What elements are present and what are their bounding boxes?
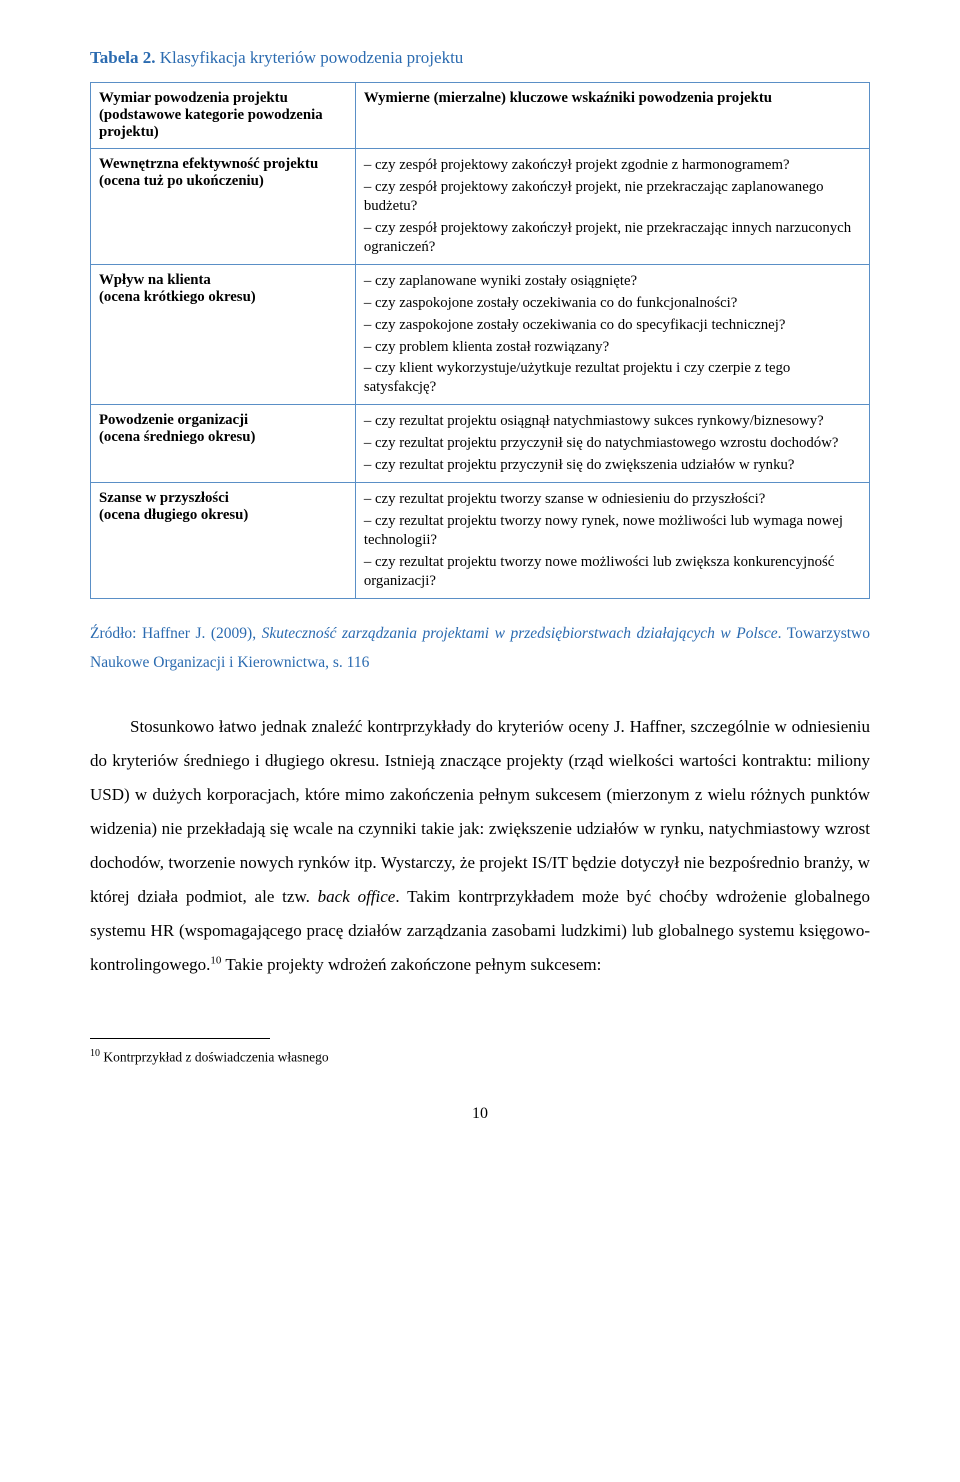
body-sup: 10 bbox=[210, 954, 221, 966]
table-caption-title: Klasyfikacja kryteriów powodzenia projek… bbox=[160, 48, 464, 67]
row-left-title: Wpływ na klienta bbox=[99, 272, 211, 288]
list-item: – czy rezultat projektu tworzy nowy ryne… bbox=[364, 512, 861, 550]
footnote-text: Kontrprzykład z doświadczenia własnego bbox=[100, 1049, 329, 1064]
table-caption-label: Tabela 2. bbox=[90, 48, 156, 67]
row-left-sub: (ocena długiego okresu) bbox=[99, 507, 248, 523]
list-item: – czy zaplanowane wyniki zostały osiągni… bbox=[364, 272, 861, 291]
body-text-a: Stosunkowo łatwo jednak znaleźć kontrprz… bbox=[90, 717, 870, 906]
list-item: – czy rezultat projektu osiągnął natychm… bbox=[364, 412, 861, 431]
row-left: Wpływ na klienta (ocena krótkiego okresu… bbox=[91, 264, 356, 405]
row-left: Szanse w przyszłości (ocena długiego okr… bbox=[91, 483, 356, 599]
table-header-row: Wymiar powodzenia projektu (podstawowe k… bbox=[91, 83, 870, 149]
table-row: Wewnętrzna efektywność projektu (ocena t… bbox=[91, 149, 870, 265]
header-left: Wymiar powodzenia projektu (podstawowe k… bbox=[91, 83, 356, 149]
source-prefix: Źródło: Haffner J. (2009), bbox=[90, 625, 262, 642]
row-right: – czy zaplanowane wyniki zostały osiągni… bbox=[355, 264, 869, 405]
row-right: – czy rezultat projektu tworzy szanse w … bbox=[355, 483, 869, 599]
row-left-title: Powodzenie organizacji bbox=[99, 412, 248, 428]
row-left-title: Wewnętrzna efektywność projektu bbox=[99, 156, 318, 172]
row-left-sub: (ocena tuż po ukończeniu) bbox=[99, 173, 264, 189]
source-italic: Skuteczność zarządzania projektami w prz… bbox=[262, 625, 778, 642]
body-text-italic: back office bbox=[318, 887, 396, 906]
row-left-sub: (ocena średniego okresu) bbox=[99, 429, 255, 445]
list-item: – czy problem klienta został rozwiązany? bbox=[364, 338, 861, 357]
row-left-sub: (ocena krótkiego okresu) bbox=[99, 289, 256, 305]
criteria-table: Wymiar powodzenia projektu (podstawowe k… bbox=[90, 82, 870, 599]
list-item: – czy zespół projektowy zakończył projek… bbox=[364, 156, 861, 175]
row-right: – czy rezultat projektu osiągnął natychm… bbox=[355, 405, 869, 483]
table-caption: Tabela 2. Klasyfikacja kryteriów powodze… bbox=[90, 48, 870, 68]
footnote-number: 10 bbox=[90, 1048, 100, 1059]
list-item: – czy rezultat projektu przyczynił się d… bbox=[364, 434, 861, 453]
row-right: – czy zespół projektowy zakończył projek… bbox=[355, 149, 869, 265]
body-text-c: Takie projekty wdrożeń zakończone pełnym… bbox=[221, 955, 601, 974]
row-left: Powodzenie organizacji (ocena średniego … bbox=[91, 405, 356, 483]
source-citation: Źródło: Haffner J. (2009), Skuteczność z… bbox=[90, 619, 870, 678]
list-item: – czy rezultat projektu przyczynił się d… bbox=[364, 456, 861, 475]
document-page: Tabela 2. Klasyfikacja kryteriów powodze… bbox=[0, 0, 960, 1163]
body-paragraph: Stosunkowo łatwo jednak znaleźć kontrprz… bbox=[90, 710, 870, 982]
list-item: – czy rezultat projektu tworzy nowe możl… bbox=[364, 553, 861, 591]
footnote-separator bbox=[90, 1038, 270, 1039]
page-number: 10 bbox=[90, 1105, 870, 1123]
header-right: Wymierne (mierzalne) kluczowe wskaźniki … bbox=[355, 83, 869, 149]
list-item: – czy zaspokojone zostały oczekiwania co… bbox=[364, 294, 861, 313]
row-left: Wewnętrzna efektywność projektu (ocena t… bbox=[91, 149, 356, 265]
table-row: Powodzenie organizacji (ocena średniego … bbox=[91, 405, 870, 483]
table-row: Szanse w przyszłości (ocena długiego okr… bbox=[91, 483, 870, 599]
list-item: – czy rezultat projektu tworzy szanse w … bbox=[364, 490, 861, 509]
list-item: – czy klient wykorzystuje/użytkuje rezul… bbox=[364, 359, 861, 397]
footnote: 10 Kontrprzykład z doświadczenia własneg… bbox=[90, 1047, 870, 1067]
list-item: – czy zaspokojone zostały oczekiwania co… bbox=[364, 316, 861, 335]
table-row: Wpływ na klienta (ocena krótkiego okresu… bbox=[91, 264, 870, 405]
row-left-title: Szanse w przyszłości bbox=[99, 490, 229, 506]
list-item: – czy zespół projektowy zakończył projek… bbox=[364, 219, 861, 257]
list-item: – czy zespół projektowy zakończył projek… bbox=[364, 178, 861, 216]
